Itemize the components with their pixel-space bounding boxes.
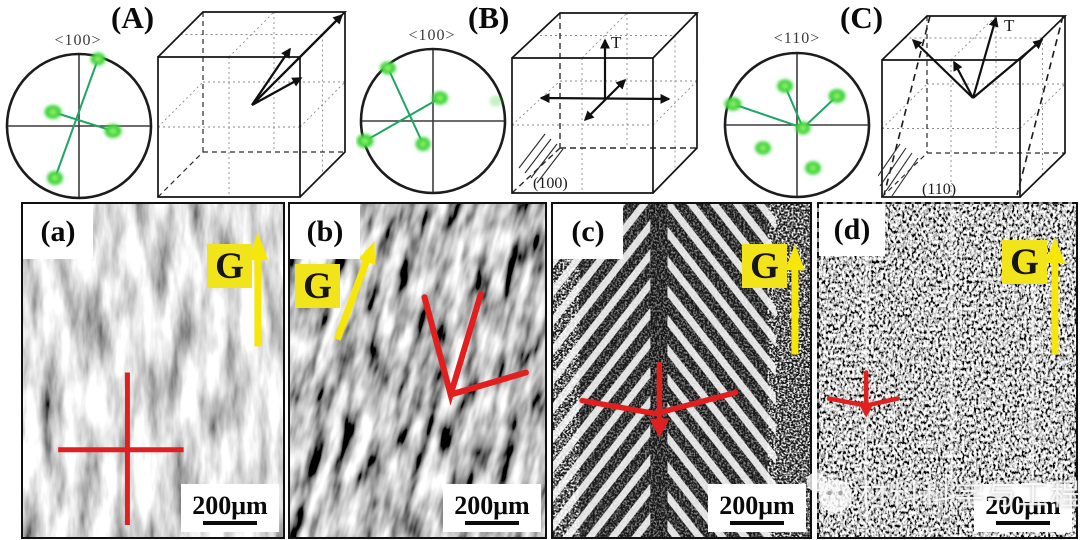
panel-label: (c) <box>553 204 623 259</box>
scale-bar-text: 200μm <box>985 490 1061 520</box>
dendrite-arrow-marker <box>579 361 739 438</box>
micrograph-panel-c: (c) G 200μm <box>551 202 812 539</box>
pole-spots <box>44 52 122 185</box>
growth-direction-arrows <box>251 13 344 107</box>
gradient-arrow-icon <box>784 244 805 355</box>
scale-bar-text: 200μm <box>454 490 530 520</box>
annotation-overlay <box>333 241 529 406</box>
scale-bar: 200μm <box>181 484 279 532</box>
scale-bar: 200μm <box>443 484 541 532</box>
scale-bar: 200μm <box>708 484 806 532</box>
pole-figure-b <box>356 47 507 195</box>
plane-hatching <box>878 143 919 197</box>
pole-circle <box>5 52 153 200</box>
scale-bar-line <box>465 520 519 525</box>
cube-diagram-c: T (110) <box>878 15 1068 198</box>
orientation-arrows <box>911 16 1044 99</box>
pole-circle <box>359 47 507 195</box>
cube-grid <box>881 15 1066 197</box>
panel-label: (d) <box>819 204 885 256</box>
scale-bar-text: 200μm <box>192 490 268 520</box>
pole-axis-label-b: <100> <box>408 27 456 44</box>
thermal-gradient-badge: G <box>207 244 252 288</box>
pole-figure-a <box>5 52 153 200</box>
pole-axis-label-c: <110> <box>773 30 821 47</box>
thermal-gradient-badge: G <box>742 244 787 288</box>
scale-bar: 200μm <box>974 484 1072 532</box>
scale-bar-text: 200μm <box>719 490 795 520</box>
orientation-arrows <box>539 38 671 122</box>
temperature-label: T <box>611 33 622 52</box>
panel-label: (b) <box>290 204 360 259</box>
cube-grid <box>511 12 698 193</box>
annotation-overlay <box>579 244 805 438</box>
scale-bar-line <box>730 520 784 525</box>
pole-direction-lines <box>52 58 114 179</box>
dendrite-cross-marker <box>58 372 184 525</box>
pole-spots <box>724 79 846 175</box>
thermal-gradient-badge: G <box>1002 240 1047 284</box>
pole-direction-lines <box>364 67 441 145</box>
micrograph-panel-b: (b) G 200μm <box>288 202 547 539</box>
scale-bar-line <box>996 520 1050 525</box>
thermal-arrow-icon <box>971 16 999 99</box>
cube-diagram-b: T (100) <box>511 12 700 194</box>
panel-c-upper-label: (C) <box>840 0 884 35</box>
cube-hidden-edges <box>157 12 345 198</box>
gradient-arrow-icon <box>333 241 376 341</box>
scale-bar-line <box>203 520 257 525</box>
cube-diagram-a <box>157 11 348 198</box>
gradient-arrow-icon <box>1044 237 1065 355</box>
temperature-label: T <box>1004 16 1015 35</box>
micrograph-panel-a: (a) G 200μm <box>21 202 285 539</box>
pole-spots <box>356 61 503 151</box>
plane-label: (110) <box>922 181 956 198</box>
thermal-gradient-badge: G <box>295 264 340 308</box>
gradient-arrow-icon <box>247 232 268 347</box>
dendrite-v-marker <box>421 291 529 406</box>
plane-hatching <box>518 133 564 184</box>
micrograph-texture <box>290 204 545 537</box>
cube-hidden-edges <box>511 13 697 194</box>
annotation-overlay <box>826 237 1065 418</box>
cube-wireframe <box>881 15 1068 198</box>
annotation-overlay <box>58 232 268 525</box>
plane-label: (100) <box>533 175 568 192</box>
panel-a-upper-label: (A) <box>111 0 155 35</box>
pole-axis-label-a: <100> <box>54 32 102 49</box>
pole-circle <box>723 51 871 199</box>
pole-figure-c <box>723 51 871 199</box>
micrograph-panel-d: (d) G 200μm <box>817 202 1078 539</box>
panel-b-upper-label: (B) <box>468 0 510 35</box>
pole-direction-lines <box>732 85 838 129</box>
panel-label: (a) <box>23 204 93 259</box>
dendrite-arrow-marker <box>826 370 900 418</box>
cube-hidden-edges <box>881 16 1065 198</box>
